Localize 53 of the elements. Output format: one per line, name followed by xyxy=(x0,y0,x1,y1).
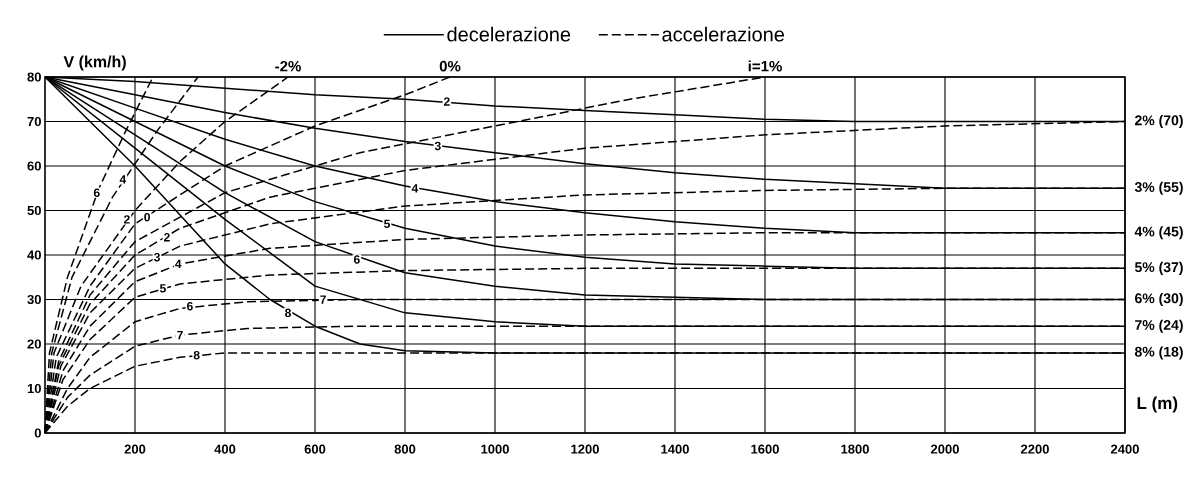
annotation: 5% (37) xyxy=(1134,261,1183,275)
annotation: 2 xyxy=(123,215,130,224)
y-tick-label: 0 xyxy=(34,428,41,438)
y-tick-label: 30 xyxy=(27,294,41,305)
annotation: 5 xyxy=(159,284,166,293)
annotation: 4 xyxy=(411,184,419,193)
y-tick-label: 50 xyxy=(27,205,41,216)
x-tick-label: 600 xyxy=(304,444,326,454)
x-tick-label: 1600 xyxy=(751,444,779,454)
annotation: 0 xyxy=(144,212,150,222)
y-tick-label: 80 xyxy=(27,72,41,82)
y-tick-label: 20 xyxy=(27,339,41,349)
legend-label: accelerazione xyxy=(662,26,785,42)
annotation: 4% (45) xyxy=(1134,226,1183,240)
annotation: 7 xyxy=(177,330,183,340)
annotation: 6 xyxy=(353,255,360,264)
annotation: -2% xyxy=(275,60,301,72)
annotation: 5 xyxy=(384,219,390,229)
x-tick-label: 2400 xyxy=(1110,444,1139,454)
annotation: 2% (70) xyxy=(1134,114,1183,129)
annotation: i=1% xyxy=(748,60,782,72)
annotation: 3 xyxy=(153,252,160,262)
x-tick-label: 800 xyxy=(394,444,416,454)
annotation: 8 xyxy=(285,308,291,318)
annotation: 2 xyxy=(443,97,450,106)
annotation: 4 xyxy=(119,175,127,184)
annotation: 0% xyxy=(439,60,461,72)
annotation: 4 xyxy=(175,259,182,269)
annotation: 8 xyxy=(193,350,200,360)
annotation: 2 xyxy=(164,233,170,242)
annotation: 7% (24) xyxy=(1135,319,1183,333)
y-axis-title: V (km/h) xyxy=(63,55,126,71)
annotation: 3 xyxy=(434,141,441,151)
y-tick-label: 40 xyxy=(27,250,41,260)
x-axis-title: L (m) xyxy=(1137,396,1178,413)
annotation: 6 xyxy=(187,301,193,311)
annotation: 3% (55) xyxy=(1134,181,1183,195)
x-tick-label: 2000 xyxy=(930,444,959,454)
legend-label: decelerazione xyxy=(447,26,571,42)
x-tick-label: 1800 xyxy=(841,444,869,454)
x-tick-label: 1400 xyxy=(661,444,689,454)
annotation: 7 xyxy=(320,295,326,304)
x-tick-label: 1200 xyxy=(571,444,599,454)
x-tick-label: 2200 xyxy=(1020,444,1049,454)
x-tick-label: 400 xyxy=(214,444,236,454)
y-tick-label: 70 xyxy=(27,116,41,127)
annotation: 6% (30) xyxy=(1135,292,1183,307)
y-tick-label: 60 xyxy=(27,161,41,171)
annotation: 6 xyxy=(93,188,100,197)
y-tick-label: 10 xyxy=(27,383,41,394)
x-tick-label: 200 xyxy=(124,444,146,454)
x-tick-label: 1000 xyxy=(481,444,509,454)
annotation: 8% (18) xyxy=(1134,346,1183,360)
